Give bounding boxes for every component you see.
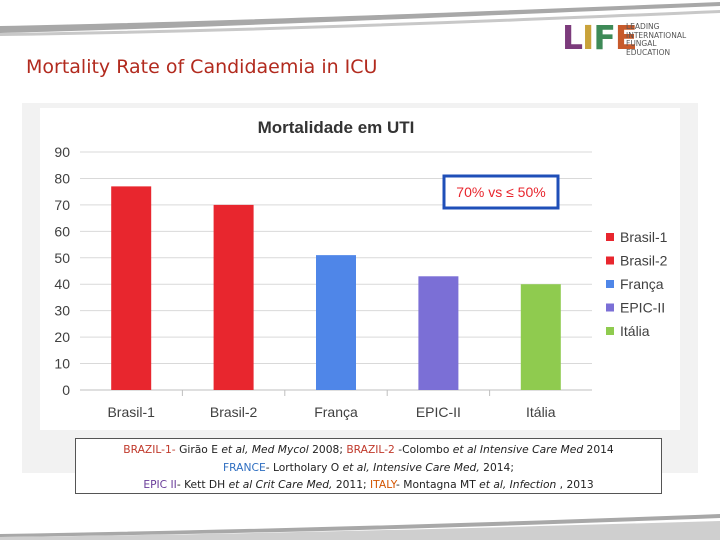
reference-line-2: FRANCE- Lortholary O et al, Intensive Ca… <box>76 459 661 477</box>
reference-text: , 2013 <box>559 478 594 491</box>
logo-letter: I <box>582 18 594 57</box>
logo-letter: L <box>562 18 583 57</box>
chart-title: Mortalidade em UTI <box>258 118 415 137</box>
y-tick-label: 90 <box>54 144 70 160</box>
reference-text: - Kett DH <box>176 478 229 491</box>
logo-tagline-line: EDUCATION <box>626 47 671 57</box>
reference-line-3: EPIC II- Kett DH et al Crit Care Med, 20… <box>76 476 661 493</box>
bar <box>213 204 254 390</box>
x-tick-label: Brasil-2 <box>210 404 258 420</box>
reference-text: EPIC II <box>143 478 177 491</box>
references-box: BRAZIL-1- Girão E et al, Med Mycol 2008;… <box>75 438 662 494</box>
bottom-decor-band <box>0 514 720 540</box>
y-tick-label: 20 <box>54 329 70 345</box>
top-decor-band <box>0 2 720 36</box>
legend-label: Brasil-1 <box>620 229 668 245</box>
legend-label: França <box>620 276 664 292</box>
legend-swatch <box>606 233 614 241</box>
callout-text: 70% vs ≤ 50% <box>456 184 545 200</box>
reference-text: Girão E <box>179 443 222 456</box>
logo-tagline-line: LEADING <box>626 22 660 31</box>
reference-text: et al, Med Mycol <box>221 443 313 456</box>
mortality-bar-chart: Mortalidade em UTI 0 10 20 30 40 50 60 70 80 90 Bra… <box>54 118 668 420</box>
reference-text: 2008; <box>312 443 347 456</box>
reference-text: - Lortholary O <box>265 460 343 474</box>
x-tick-label: Itália <box>526 404 556 420</box>
reference-text: ITALY <box>370 478 396 491</box>
chart-area: Mortalidade em UTI 0 10 20 30 40 50 60 70 80 90 Bra… <box>40 108 680 430</box>
x-tick-label: Brasil-1 <box>107 404 155 420</box>
reference-text: FRANCE <box>223 460 266 474</box>
legend-swatch <box>606 256 614 265</box>
reference-text: 2014; <box>483 460 514 474</box>
logo-letter: E <box>614 18 638 57</box>
bar <box>418 276 459 390</box>
x-tick-label: EPIC-II <box>416 404 461 420</box>
reference-text: 2011; <box>335 478 371 491</box>
legend-label: Itália <box>620 323 650 339</box>
reference-text: et al, Infection <box>479 478 560 491</box>
reference-text: 2014 <box>586 443 614 456</box>
logo-tagline-line: FUNGAL <box>626 39 657 49</box>
logo-tagline-line: INTERNATIONAL <box>626 30 687 40</box>
reference-text: BRAZIL-2 <box>346 443 395 456</box>
legend-label: Brasil-2 <box>620 253 668 269</box>
legend-label: EPIC-II <box>620 300 665 316</box>
y-tick-label: 60 <box>54 223 70 239</box>
y-tick-label: 30 <box>54 303 70 319</box>
slide-title: Mortality Rate of Candidaemia in ICU <box>26 56 378 78</box>
logo-letter: F <box>593 18 616 57</box>
y-tick-label: 10 <box>54 356 70 372</box>
legend-swatch <box>606 303 614 312</box>
legend-swatch <box>606 280 614 288</box>
x-tick-label: França <box>314 404 358 420</box>
bar <box>111 186 152 390</box>
reference-text: et al, Intensive Care Med, <box>342 460 484 474</box>
y-tick-label: 0 <box>62 382 70 398</box>
reference-text: - Montagna MT <box>395 478 480 491</box>
reference-line-1: BRAZIL-1- Girão E et al, Med Mycol 2008;… <box>76 441 661 459</box>
reference-text: et al Intensive Care Med <box>452 443 587 456</box>
bar <box>520 284 561 390</box>
bar <box>316 255 356 390</box>
y-tick-label: 40 <box>54 276 70 292</box>
y-tick-label: 50 <box>54 250 70 266</box>
y-tick-label: 70 <box>54 197 70 213</box>
reference-text: et al Crit Care Med, <box>228 478 336 491</box>
y-tick-label: 80 <box>54 170 70 186</box>
life-logo: LIFE LEADING INTERNATIONAL FUNGAL EDUCAT… <box>562 20 712 60</box>
callout-box <box>442 174 560 210</box>
logo-tagline: LEADING INTERNATIONAL FUNGAL EDUCATION <box>626 22 687 57</box>
logo-mark: LIFE <box>562 18 638 57</box>
reference-text: BRAZIL-1- <box>123 443 180 456</box>
reference-text: -Colombo <box>394 443 453 456</box>
legend-swatch <box>606 327 614 335</box>
